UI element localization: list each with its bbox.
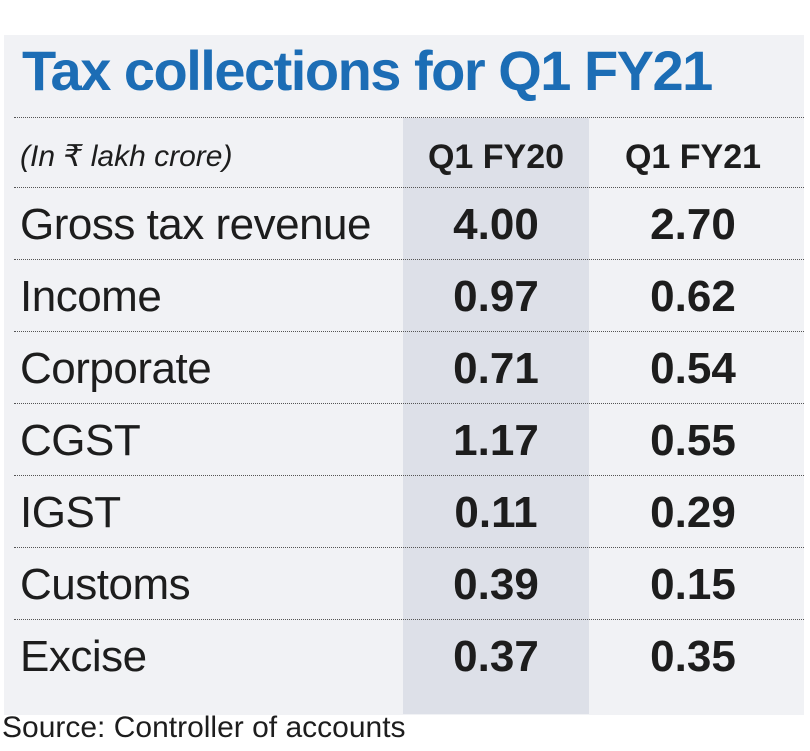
- value-q1-fy21-gross-tax-revenue: 2.70: [650, 200, 736, 249]
- value-q1-fy21-excise: 0.35: [650, 632, 736, 681]
- row-divider: [14, 187, 804, 188]
- row-label-gross-tax-revenue: Gross tax revenue: [20, 200, 372, 249]
- row-divider: [14, 475, 804, 476]
- value-q1-fy20-gross-tax-revenue: 4.00: [453, 200, 539, 249]
- row-label-income: Income: [20, 272, 162, 321]
- value-q1-fy20-cgst: 1.17: [453, 416, 539, 465]
- value-q1-fy21-corporate: 0.54: [650, 344, 736, 393]
- row-divider: [14, 117, 804, 118]
- row-label-cgst: CGST: [20, 416, 141, 465]
- row-divider: [14, 331, 804, 332]
- highlighted-column-q1-fy20: [403, 118, 589, 714]
- row-divider: [14, 403, 804, 404]
- row-label-corporate: Corporate: [20, 344, 212, 393]
- value-q1-fy21-cgst: 0.55: [650, 416, 736, 465]
- source-note: Source: Controller of accounts: [2, 711, 406, 744]
- row-divider: [14, 619, 804, 620]
- value-q1-fy21-customs: 0.15: [650, 560, 736, 609]
- row-divider: [14, 547, 804, 548]
- unit-label: (In ₹ lakh crore): [20, 140, 233, 173]
- value-q1-fy20-corporate: 0.71: [453, 344, 539, 393]
- value-q1-fy20-igst: 0.11: [454, 488, 538, 537]
- value-q1-fy20-income: 0.97: [453, 272, 539, 321]
- row-label-igst: IGST: [20, 488, 121, 537]
- value-q1-fy20-excise: 0.37: [453, 632, 539, 681]
- row-label-customs: Customs: [20, 560, 191, 609]
- row-divider: [14, 259, 804, 260]
- chart-title: Tax collections for Q1 FY21: [22, 39, 713, 102]
- column-header-q1-fy21: Q1 FY21: [624, 138, 762, 176]
- row-label-excise: Excise: [20, 632, 147, 681]
- value-q1-fy21-income: 0.62: [650, 272, 736, 321]
- column-header-q1-fy20: Q1 FY20: [427, 138, 565, 176]
- value-q1-fy21-igst: 0.29: [650, 488, 736, 537]
- value-q1-fy20-customs: 0.39: [453, 560, 539, 609]
